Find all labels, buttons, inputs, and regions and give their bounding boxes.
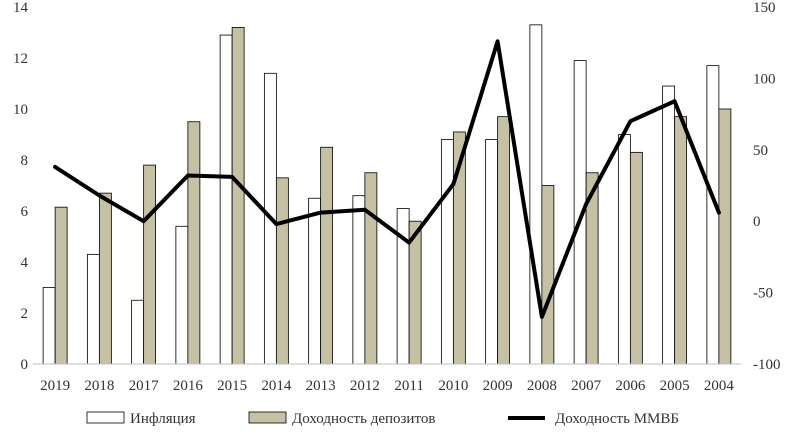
legend-label: Инфляция <box>130 411 196 427</box>
bar-deposit-yield <box>674 116 688 365</box>
legend-label: Доходность депозитов <box>292 411 435 427</box>
bar-inflation <box>42 287 56 365</box>
bar-inflation <box>706 65 720 365</box>
x-tick-label: 2013 <box>306 378 336 394</box>
x-tick-label: 2008 <box>527 378 557 394</box>
x-tick-label: 2004 <box>704 378 735 394</box>
x-tick-label: 2018 <box>84 378 114 394</box>
left-tick-label: 12 <box>13 51 28 67</box>
right-tick-label: 150 <box>753 0 776 16</box>
right-axis: -100 -50 0 50 100 150 <box>753 0 781 373</box>
x-axis: 2019 2018 2017 2016 2015 2014 2013 2012 2011 2010… <box>33 363 741 394</box>
x-tick-label: 2010 <box>438 378 468 394</box>
left-tick-label: 2 <box>21 306 29 322</box>
bar-inflation <box>175 225 189 365</box>
x-tick-label: 2015 <box>217 378 247 394</box>
bar-inflation <box>131 299 145 365</box>
x-tick-label: 2007 <box>571 378 602 394</box>
bar-deposit-yield <box>497 116 511 365</box>
x-tick-label: 2014 <box>261 378 292 394</box>
legend-swatch <box>86 411 125 424</box>
legend: Инфляция Доходность депозитов Доходность М… <box>86 411 679 427</box>
legend-label: Доходность ММВБ <box>555 411 679 427</box>
right-tick-label: 100 <box>753 71 776 87</box>
bar-inflation <box>308 197 322 365</box>
bar-deposit-yield <box>320 146 334 365</box>
bar-deposit-yield <box>231 26 245 365</box>
legend-swatch <box>248 411 287 424</box>
bar-inflation <box>219 34 233 365</box>
line-series <box>53 39 721 319</box>
bar-deposit-yield <box>187 121 201 365</box>
left-tick-label: 6 <box>21 204 29 220</box>
bar-inflation <box>86 253 100 365</box>
left-tick-label: 0 <box>21 357 29 373</box>
bar-deposit-yield <box>54 206 68 365</box>
x-tick-label: 2009 <box>483 378 513 394</box>
bar-deposit-yield <box>275 177 289 365</box>
bar-inflation <box>352 195 366 365</box>
right-tick-label: -50 <box>753 286 773 302</box>
x-tick-label: 2019 <box>40 378 70 394</box>
bar-deposit-yield <box>629 151 643 365</box>
bar-deposit-yield <box>364 172 378 365</box>
bar-deposit-yield <box>718 108 732 365</box>
right-tick-label: -100 <box>753 357 781 373</box>
right-tick-label: 0 <box>753 214 761 230</box>
left-tick-label: 8 <box>21 153 29 169</box>
x-tick-label: 2005 <box>660 378 690 394</box>
x-tick-label: 2016 <box>173 378 204 394</box>
line-micex-yield <box>53 39 721 319</box>
bar-inflation <box>617 134 631 365</box>
x-tick-label: 2017 <box>129 378 160 394</box>
left-tick-label: 4 <box>21 255 29 271</box>
left-tick-label: 10 <box>13 102 28 118</box>
bar-deposit-yield <box>143 164 157 365</box>
bar-series <box>42 24 732 365</box>
bar-inflation <box>485 139 499 365</box>
bar-deposit-yield <box>98 192 112 365</box>
right-tick-label: 50 <box>753 143 768 159</box>
left-tick-label: 14 <box>13 0 29 16</box>
x-tick-label: 2006 <box>615 378 646 394</box>
bar-deposit-yield <box>541 185 555 365</box>
left-axis: 0 2 4 6 8 10 12 14 <box>13 0 29 373</box>
bar-inflation <box>396 208 410 365</box>
x-tick-label: 2012 <box>350 378 380 394</box>
bar-inflation <box>662 85 676 365</box>
bar-inflation <box>440 139 454 365</box>
x-tick-label: 2011 <box>394 378 423 394</box>
